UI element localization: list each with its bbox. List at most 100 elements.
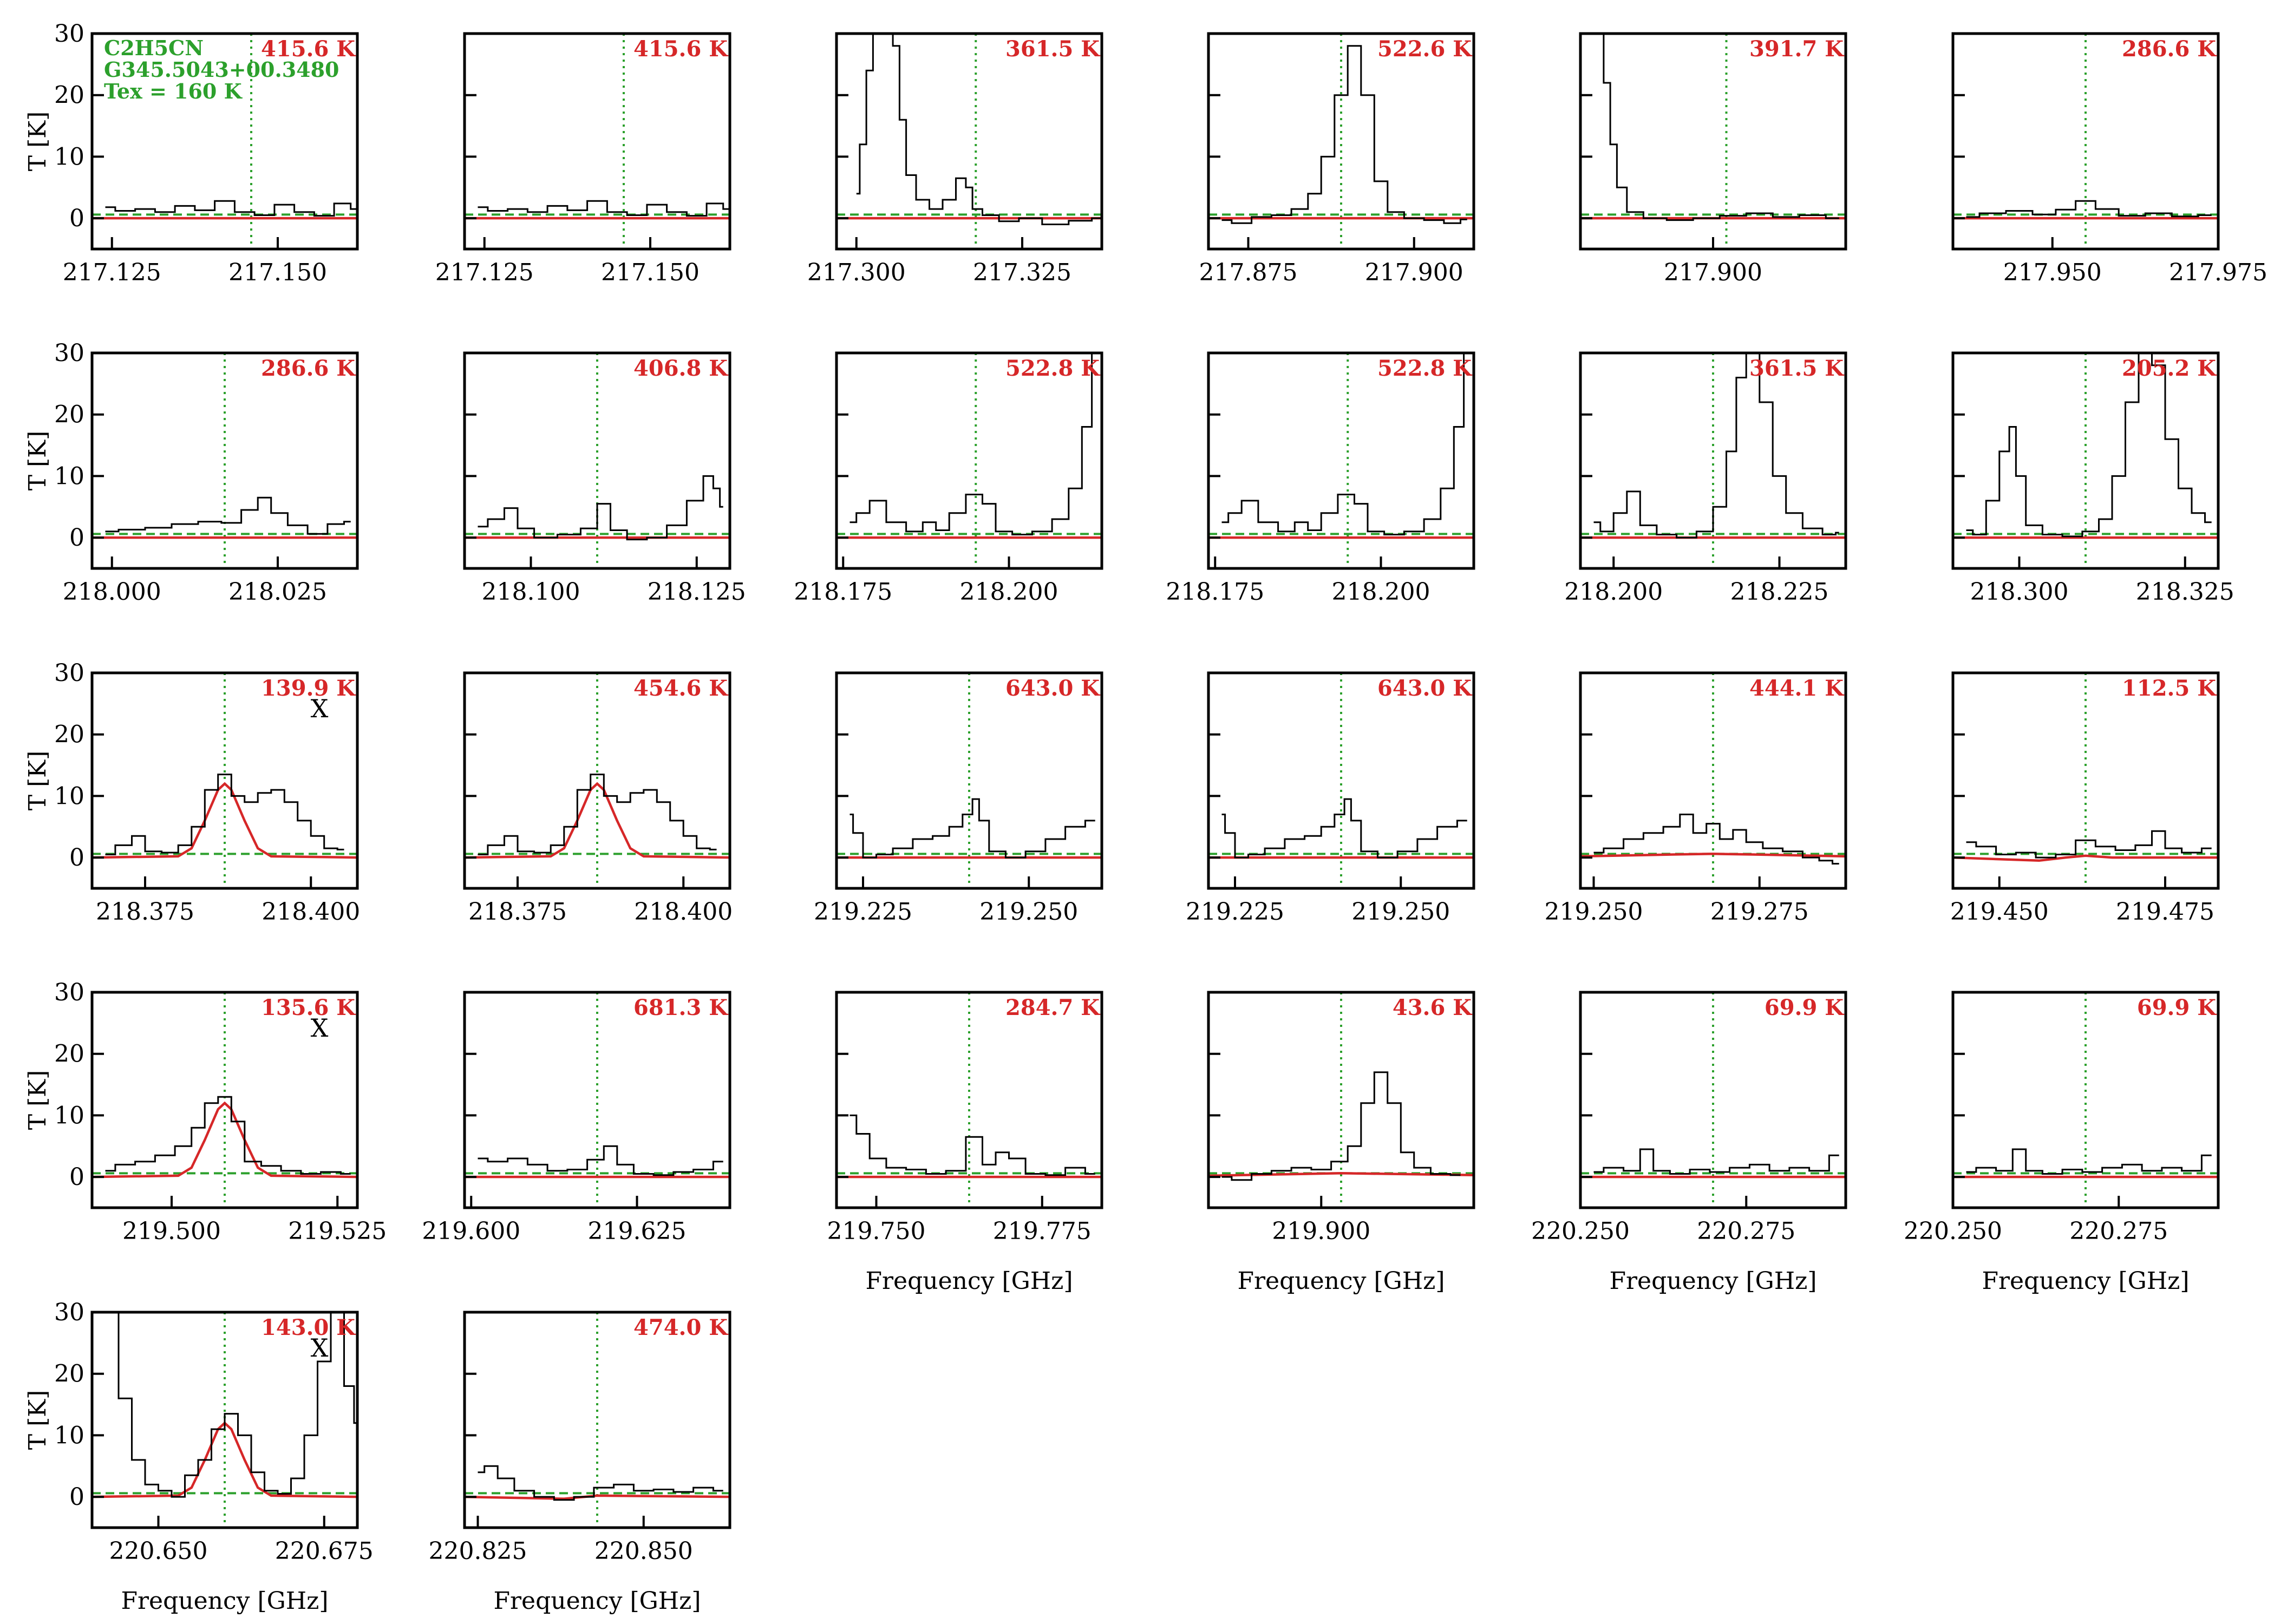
spectrum-panel: 217.900 391.7 K [1579, 32, 1847, 286]
x-tick-label: 217.900 [1365, 259, 1463, 286]
x-tick-label: 219.600 [422, 1217, 520, 1245]
model-spectrum [92, 1101, 357, 1178]
model-spectrum [465, 782, 730, 859]
x-tick-label: 217.300 [807, 259, 906, 286]
observed-spectrum [105, 496, 351, 535]
y-tick-label: 30 [54, 659, 84, 687]
spectrum-panel: 218.100 218.125 406.8 K [463, 351, 746, 606]
x-tick-label: 217.325 [973, 259, 1071, 286]
observed-spectrum [105, 200, 357, 217]
energy-label: 143.0 K [261, 1315, 356, 1340]
energy-label: 361.5 K [1749, 356, 1844, 381]
y-tick-label: 20 [54, 82, 84, 109]
energy-label: 643.0 K [1377, 676, 1472, 701]
observed-spectrum [1221, 798, 1467, 859]
observed-spectrum [850, 798, 1095, 859]
x-tick-label: 218.200 [960, 578, 1058, 606]
energy-label: 444.1 K [1749, 676, 1844, 701]
x-tick-label: 220.825 [429, 1537, 527, 1565]
spectrum-panel: 219.450 219.475 112.5 K [1950, 671, 2220, 926]
x-tick-label: 217.900 [1664, 259, 1762, 286]
energy-label: 522.8 K [1377, 356, 1472, 381]
panel-frame [463, 351, 731, 570]
panel-frame [463, 32, 731, 251]
y-tick-label: 10 [54, 143, 84, 171]
y-tick-label: 10 [54, 782, 84, 810]
panel-frame [1579, 671, 1847, 890]
x-tick-label: 218.125 [648, 578, 746, 606]
energy-label: 286.6 K [2122, 36, 2217, 62]
energy-label: 43.6 K [1393, 995, 1472, 1020]
observed-spectrum [850, 353, 1093, 535]
x-tick-label: 219.525 [288, 1217, 387, 1245]
y-tick-label: 10 [54, 1422, 84, 1449]
x-tick-label: 218.400 [634, 898, 733, 926]
energy-label: 69.9 K [2137, 995, 2217, 1020]
x-tick-label: 218.400 [262, 898, 360, 926]
panel-frame [835, 991, 1103, 1209]
y-tick-label: 30 [54, 979, 84, 1006]
x-tick-label: 217.975 [2169, 259, 2268, 286]
spectrum-panel: 220.250 220.275 69.9 K Frequency [GHz] [1904, 991, 2220, 1295]
energy-label: 474.0 K [633, 1315, 728, 1340]
panel-frame [1951, 32, 2220, 251]
x-tick-label: 220.675 [275, 1537, 374, 1565]
y-tick-label: 20 [54, 721, 84, 749]
panel-frame [835, 32, 1103, 251]
spectrum-panel: 219.900 43.6 K Frequency [GHz] [1207, 991, 1475, 1295]
y-tick-label: 30 [54, 20, 84, 48]
energy-label: 139.9 K [261, 676, 356, 701]
energy-label: 286.6 K [261, 356, 356, 381]
panel-frame [463, 1311, 731, 1529]
spectrum-panel: 218.175 218.200 522.8 K [1166, 351, 1475, 606]
energy-label: 284.7 K [1005, 995, 1100, 1020]
observed-spectrum [1966, 830, 2212, 859]
observed-spectrum [105, 1096, 351, 1175]
x-tick-label: 219.775 [993, 1217, 1092, 1245]
spectrum-panel: 0 10 20 30 219.500 219.525 135.6 KX T [K] [24, 979, 387, 1245]
observed-spectrum [1221, 353, 1465, 535]
blend-marker: X [311, 1333, 329, 1363]
y-tick-label: 0 [69, 524, 84, 552]
model-spectrum [1953, 854, 2218, 862]
spectrum-panel: 220.250 220.275 69.9 K Frequency [GHz] [1531, 991, 1847, 1295]
model-spectrum [92, 782, 357, 859]
x-tick-label: 219.450 [1950, 898, 2049, 926]
observed-spectrum [1966, 1148, 2212, 1175]
x-tick-label: 220.250 [1531, 1217, 1630, 1245]
model-spectrum [1208, 1172, 1474, 1177]
x-tick-label: 217.150 [228, 259, 327, 286]
x-axis-label: Frequency [GHz] [121, 1587, 328, 1615]
y-axis-label: T [K] [24, 751, 51, 811]
panel-frame [463, 991, 731, 1209]
excitation-temperature-label: Tex = 160 K [104, 79, 243, 103]
x-axis-label: Frequency [GHz] [1237, 1267, 1445, 1295]
blend-marker: X [311, 694, 329, 723]
y-axis-label: T [K] [24, 1390, 51, 1450]
observed-spectrum [478, 1465, 723, 1501]
energy-label: 522.6 K [1377, 36, 1472, 62]
x-tick-label: 220.275 [2069, 1217, 2168, 1245]
panel-frame [1951, 351, 2220, 570]
energy-label: 391.7 K [1749, 36, 1844, 62]
x-axis-label: Frequency [GHz] [493, 1587, 701, 1615]
spectrum-panel: 0 10 20 30 218.000 218.025 286.6 K T [K] [24, 339, 359, 606]
panel-frame [1951, 991, 2220, 1209]
observed-spectrum [478, 200, 730, 217]
observed-spectrum [1221, 1071, 1461, 1181]
observed-spectrum [1221, 45, 1467, 224]
spectrum-panel: 218.300 218.325 205.2 K [1951, 351, 2234, 606]
x-tick-label: 219.900 [1272, 1217, 1370, 1245]
y-tick-label: 0 [69, 844, 84, 872]
x-tick-label: 218.375 [468, 898, 567, 926]
y-tick-label: 0 [69, 1483, 84, 1511]
panel-frame [1207, 671, 1475, 890]
energy-label: 415.6 K [633, 36, 728, 62]
x-tick-label: 219.275 [1710, 898, 1809, 926]
energy-label: 522.8 K [1005, 356, 1100, 381]
energy-label: 454.6 K [633, 676, 728, 701]
spectrum-panel: 0 10 20 30 217.125 217.150 415.6 K T [K] C2H5CNG… [24, 20, 359, 286]
observed-spectrum [1593, 353, 1839, 539]
panel-frame [90, 1311, 359, 1529]
panel-frame [1207, 991, 1475, 1209]
